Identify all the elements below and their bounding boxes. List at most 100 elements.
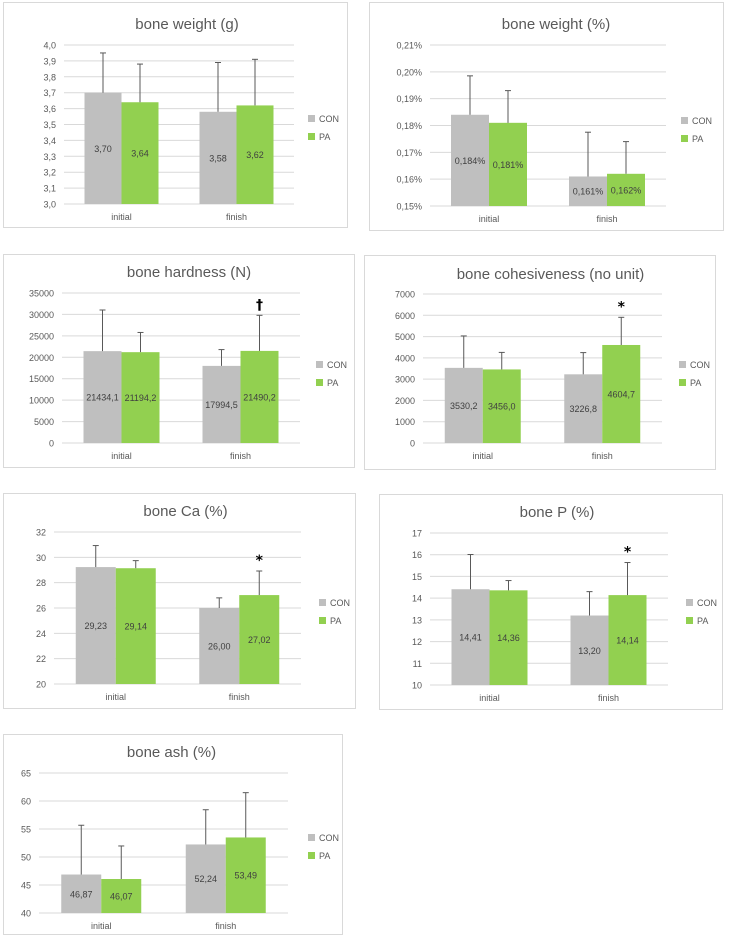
chart-panel-bone-weight-pct: bone weight (%) 0,15% 0,16% 0,17% 0,18% 0,19%… [369,2,724,231]
y-tick-label: 10 [412,681,422,691]
legend-swatch-pa [308,133,315,140]
data-label: 0,181% [493,160,524,170]
y-tick-label: 0,19% [396,94,422,104]
data-label: 3530,2 [450,401,478,411]
y-tick-label: 0,18% [396,121,422,131]
data-label: 17994,5 [205,400,238,410]
x-tick-label: finish [598,693,619,703]
legend-swatch-con [316,361,323,368]
data-label: 3,62 [246,150,264,160]
bar-pa-finish [236,105,274,204]
y-tick-label: 0,15% [396,202,422,212]
chart-panel-bone-ca: bone Ca (%) 20 22 24 26 28 30 32 29,23 29,14 initi… [3,493,356,709]
legend-label-pa: PA [319,132,330,142]
x-tick-label: finish [226,212,247,222]
bar-con-finish [570,615,609,685]
chart-title: bone Ca (%) [143,503,227,520]
data-label: 26,00 [208,642,231,652]
legend-swatch-con [681,117,688,124]
significance-marker: * [624,545,632,561]
chart-title: bone P (%) [520,504,595,521]
y-tick-label: 20000 [29,353,54,363]
data-label: 3,58 [209,153,227,163]
legend-label-pa: PA [692,134,703,144]
y-tick-label: 5000 [34,417,54,427]
y-tick-label: 10000 [29,396,54,406]
y-tick-label: 3,9 [43,56,56,66]
y-tick-label: 15 [412,572,422,582]
y-tick-label: 25000 [29,331,54,341]
legend-swatch-con [308,115,315,122]
data-label: 29,14 [124,622,147,632]
data-label: 21434,1 [86,393,119,403]
y-tick-label: 2000 [395,396,415,406]
chart-title: bone hardness (N) [127,264,251,281]
y-tick-label: 3,1 [43,184,56,194]
x-tick-label: finish [215,921,236,931]
y-tick-label: 0,17% [396,148,422,158]
bar-pa-initial [482,369,521,443]
y-tick-label: 17 [412,529,422,539]
data-label: 0,184% [455,156,486,166]
chart-bone-weight-g: bone weight (g) 3,0 3,1 3,2 3,3 3,4 3,5 3,6 3,7 3… [43,16,339,222]
y-tick-label: 3,4 [43,136,56,146]
data-label: 29,23 [84,621,107,631]
x-tick-label: initial [479,693,500,703]
bar-pa-finish [240,350,279,443]
bar-pa-finish [225,837,266,913]
data-label: 0,162% [611,185,642,195]
bar-pa-initial [121,352,160,443]
y-tick-label: 14 [412,594,422,604]
bar-con-initial [444,367,483,443]
chart-title: bone weight (%) [502,16,610,33]
chart-bone-ash: bone ash (%) 40 45 50 55 60 65 46,87 46,07 initia… [21,744,339,931]
data-label: 3,70 [94,144,112,154]
legend-label-pa: PA [697,616,708,626]
y-tick-label: 3,5 [43,120,56,130]
legend-label-con: CON [327,360,347,370]
chart-bone-p: bone P (%) 10 11 12 13 14 15 16 17 14,41 14,36 init… [412,504,717,703]
chart-bone-ca: bone Ca (%) 20 22 24 26 28 30 32 29,23 29,14 initi… [36,503,350,702]
bar-con-finish [199,111,237,204]
data-label: 3,64 [131,149,149,159]
legend-label-con: CON [690,360,710,370]
legend-label-con: CON [697,598,717,608]
data-label: 21490,2 [243,392,276,402]
y-tick-label: 6000 [395,311,415,321]
bar-con-initial [83,351,122,443]
x-tick-label: finish [230,451,251,461]
y-tick-label: 3,6 [43,104,56,114]
bar-pa-finish [239,595,280,684]
y-tick-label: 32 [36,528,46,538]
x-tick-label: finish [592,451,613,461]
y-tick-label: 45 [21,881,31,891]
y-tick-label: 5000 [395,332,415,342]
data-label: 3456,0 [488,402,516,412]
y-tick-label: 55 [21,825,31,835]
y-tick-label: 26 [36,604,46,614]
y-tick-label: 13 [412,615,422,625]
data-label: 4604,7 [607,389,635,399]
y-tick-label: 65 [21,769,31,779]
x-tick-label: initial [105,692,126,702]
significance-marker: * [256,553,264,569]
bar-pa-finish [608,595,647,685]
y-tick-label: 4,0 [43,41,56,51]
y-tick-label: 40 [21,909,31,919]
legend-swatch-con [308,834,315,841]
bar-pa-initial [489,122,527,206]
chart-bone-cohesiveness: bone cohesiveness (no unit) 0 1000 2000 3000… [395,266,710,461]
y-tick-label: 3,8 [43,72,56,82]
y-tick-label: 28 [36,578,46,588]
y-tick-label: 4000 [395,353,415,363]
bar-pa-finish [602,344,641,443]
legend-swatch-con [319,599,326,606]
legend-label-con: CON [692,116,712,126]
y-tick-label: 16 [412,550,422,560]
x-tick-label: initial [111,212,132,222]
data-label: 13,20 [578,646,601,656]
data-label: 53,49 [234,871,257,881]
legend-swatch-pa [681,135,688,142]
y-tick-label: 0,16% [396,175,422,185]
legend-label-pa: PA [690,378,701,388]
